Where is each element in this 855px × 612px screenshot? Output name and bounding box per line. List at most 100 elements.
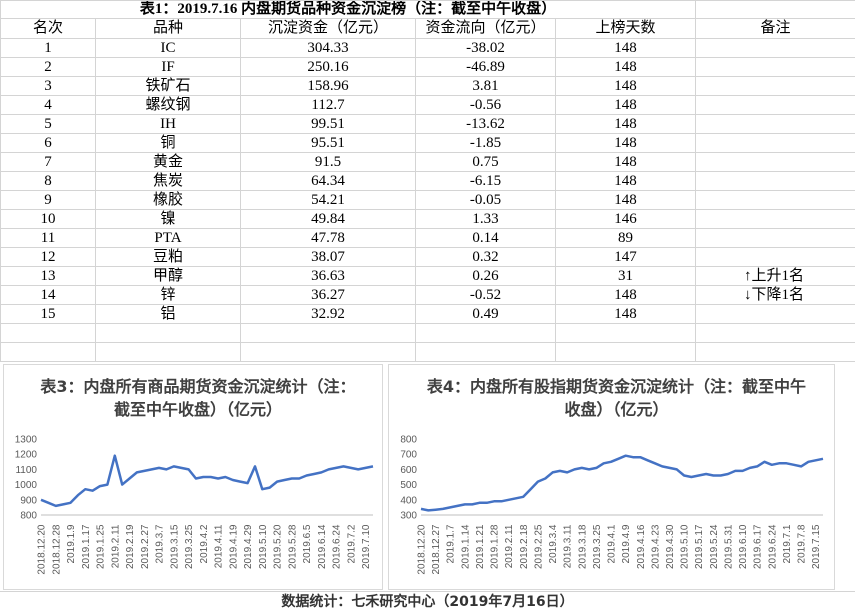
- cell: [696, 305, 855, 324]
- cell: 158.96: [241, 77, 416, 96]
- header-cell: 名次: [1, 19, 96, 39]
- x-tick-label: 2019.3.7: [155, 524, 166, 563]
- cell: 黄金: [96, 153, 241, 172]
- x-tick-label: 2019.2.11: [504, 524, 515, 568]
- y-tick-label: 700: [400, 450, 417, 461]
- cell: 甲醇: [96, 267, 241, 286]
- cell: [416, 324, 556, 343]
- x-tick-label: 2019.7.15: [811, 524, 822, 569]
- cell: [696, 134, 855, 153]
- cell: 焦炭: [96, 172, 241, 191]
- chart-title: 表3：内盘所有商品期货资金沉淀统计（注：截至中午收盘）（亿元）: [34, 375, 362, 421]
- cell: 148: [556, 58, 696, 77]
- cell: 31: [556, 267, 696, 286]
- cell: [696, 96, 855, 115]
- header-cell: 资金流向（亿元）: [416, 19, 556, 39]
- footer: 数据统计：七禾研究中心（2019年7月16日）: [0, 591, 855, 612]
- cell: 2: [1, 58, 96, 77]
- cell: 91.5: [241, 153, 416, 172]
- cell: -1.85: [416, 134, 556, 153]
- y-tick-label: 1000: [15, 480, 38, 491]
- cell: [696, 248, 855, 267]
- cell: [556, 324, 696, 343]
- x-tick-label: 2019.5.17: [694, 524, 705, 569]
- cell: -46.89: [416, 58, 556, 77]
- x-tick-label: 2019.5.10: [258, 524, 269, 569]
- cell: -38.02: [416, 39, 556, 58]
- x-tick-label: 2019.5.24: [709, 524, 720, 569]
- x-tick-label: 2019.6.10: [738, 524, 749, 569]
- data-line: [421, 456, 823, 511]
- x-tick-label: 2019.4.16: [636, 524, 647, 569]
- x-tick-label: 2019.1.7: [446, 524, 457, 563]
- cell: 9: [1, 191, 96, 210]
- x-tick-label: 2019.1.25: [96, 524, 107, 569]
- x-tick-label: 2019.4.23: [650, 524, 661, 569]
- x-tick-label: 2019.4.19: [228, 524, 239, 569]
- cell: 铁矿石: [96, 77, 241, 96]
- table-body: 表1：2019.7.16 内盘期货品种资金沉淀榜（注：截至中午收盘） 名次品种沉…: [1, 1, 855, 362]
- header-cell: 品种: [96, 19, 241, 39]
- x-tick-label: 2019.4.2: [199, 524, 210, 563]
- y-tick-label: 1100: [15, 465, 37, 476]
- empty-row: [1, 343, 855, 362]
- cell: 4: [1, 96, 96, 115]
- x-tick-label: 2018.12.27: [431, 524, 442, 574]
- cell: 5: [1, 115, 96, 134]
- cell: PTA: [96, 229, 241, 248]
- x-tick-label: 2019.7.10: [361, 524, 372, 569]
- x-tick-label: 2019.6.24: [332, 524, 343, 569]
- cell: -0.52: [416, 286, 556, 305]
- cell: 1: [1, 39, 96, 58]
- header-cell: 沉淀资金（亿元）: [241, 19, 416, 39]
- x-tick-label: 2019.1.9: [66, 524, 77, 563]
- x-tick-label: 2019.4.29: [243, 524, 254, 569]
- y-tick-label: 1200: [15, 450, 38, 461]
- cell: IC: [96, 39, 241, 58]
- y-tick-label: 1300: [15, 435, 38, 446]
- x-tick-label: 2019.6.17: [753, 524, 764, 569]
- cell: [241, 324, 416, 343]
- cell: [696, 191, 855, 210]
- cell: 95.51: [241, 134, 416, 153]
- sheet-table: 表1：2019.7.16 内盘期货品种资金沉淀榜（注：截至中午收盘） 名次品种沉…: [0, 0, 855, 362]
- data-line: [41, 456, 373, 506]
- cell: 89: [556, 229, 696, 248]
- cell: [696, 343, 855, 362]
- cell: [96, 343, 241, 362]
- cell: 36.27: [241, 286, 416, 305]
- x-tick-label: 2018.12.28: [51, 524, 62, 574]
- header-row: 名次品种沉淀资金（亿元）资金流向（亿元）上榜天数备注: [1, 19, 855, 39]
- cell: [696, 324, 855, 343]
- cell: 148: [556, 191, 696, 210]
- cell: 148: [556, 77, 696, 96]
- cell: 3.81: [416, 77, 556, 96]
- x-tick-label: 2019.7.8: [797, 524, 808, 563]
- x-tick-label: 2019.3.11: [563, 524, 574, 568]
- y-tick-label: 600: [400, 465, 417, 476]
- cell: 3: [1, 77, 96, 96]
- cell: 8: [1, 172, 96, 191]
- cell: -6.15: [416, 172, 556, 191]
- cell: 铜: [96, 134, 241, 153]
- x-tick-label: 2019.4.30: [665, 524, 676, 569]
- cell: 12: [1, 248, 96, 267]
- cell: [696, 77, 855, 96]
- chart-title: 表4：内盘所有股指期货资金沉淀统计（注：截至中午收盘）（亿元）: [419, 375, 814, 421]
- cell: 38.07: [241, 248, 416, 267]
- x-tick-label: 2019.2.19: [125, 524, 136, 569]
- cell: 148: [556, 96, 696, 115]
- x-tick-label: 2019.3.15: [169, 524, 180, 569]
- cell: -13.62: [416, 115, 556, 134]
- title-row: 表1：2019.7.16 内盘期货品种资金沉淀榜（注：截至中午收盘）: [1, 1, 855, 19]
- cell: 32.92: [241, 305, 416, 324]
